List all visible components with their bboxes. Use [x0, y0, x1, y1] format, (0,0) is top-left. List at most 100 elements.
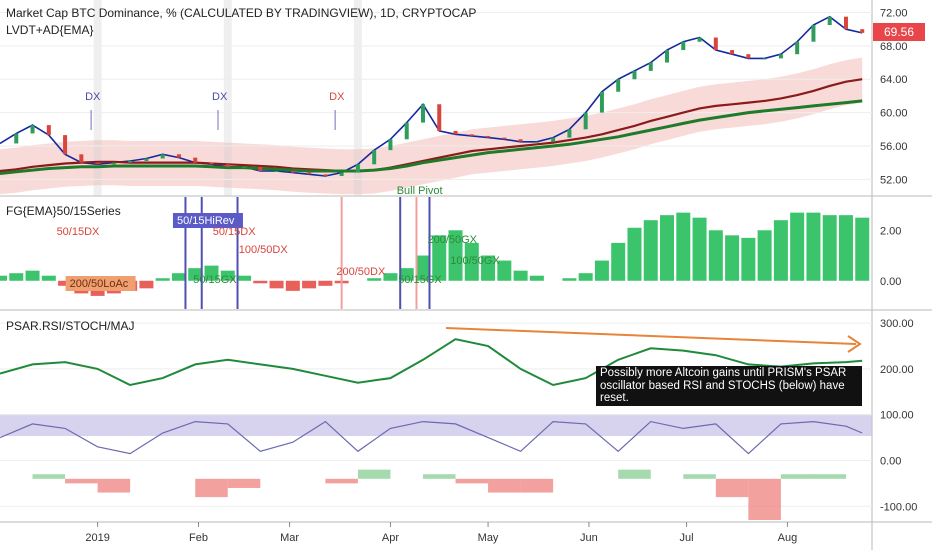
price-series-line-2	[0, 99, 863, 175]
price-candle-36	[583, 112, 588, 130]
psar-osc-area-11	[325, 478, 358, 484]
price-candle-17	[274, 170, 279, 172]
psar-title: PSAR.RSI/STOCH/MAJ	[6, 319, 134, 333]
osc-bar-28	[448, 230, 463, 281]
price-candle-48	[778, 54, 783, 59]
price-candle-45	[730, 50, 735, 55]
price-candle-49	[795, 41, 800, 55]
osc-bar-52	[838, 215, 853, 281]
psar-series	[0, 322, 872, 520]
price-y-tick-5: 52.00	[880, 174, 908, 186]
price-candle-25	[404, 122, 409, 140]
psar-osc-area-7	[195, 478, 228, 498]
bull-pivot-label: Bull Pivot	[397, 185, 443, 197]
price-candle-24	[388, 139, 393, 151]
price-candle-13	[209, 162, 214, 165]
price-candle-5	[79, 154, 84, 163]
price-candle-8	[128, 160, 133, 163]
osc-label-6: 200/50DX	[336, 266, 386, 278]
annotation-wrapper: Possibly more Altcoin gains until PRISM'…	[600, 367, 846, 404]
osc-bar-30	[481, 255, 496, 281]
psar-osc-area-22	[683, 474, 716, 479]
osc-label-1: 200/50LoAc	[70, 278, 129, 290]
price-series-line-1	[0, 78, 863, 173]
price-candle-20	[323, 174, 328, 176]
price-y-axis: 72.00 68.00 64.00 60.00 56.00 52.00	[880, 8, 908, 187]
price-candle-10	[160, 154, 165, 159]
price-candle-42	[681, 41, 686, 51]
oscillator-title: FG{EMA}50/15Series	[6, 204, 121, 218]
osc-bar-10	[155, 278, 170, 281]
osc-bar-33	[529, 275, 544, 281]
price-candle-18	[290, 170, 295, 173]
trend-arrow	[445, 327, 857, 345]
psar-y-axis: 300.00 200.00 100.00 0.00 -100.00	[880, 318, 917, 513]
osc-bar-3	[41, 275, 56, 281]
osc-label-2: 50/15HiRev	[177, 215, 235, 227]
price-candle-19	[307, 172, 312, 175]
dx-label-2: DX	[329, 91, 345, 103]
price-candle-35	[567, 129, 572, 138]
time-label-5: Jun	[580, 532, 598, 544]
osc-bar-0	[0, 275, 7, 281]
oscillator-panel: 50/15DX200/50LoAc50/15HiRev50/15DX50/15G…	[0, 197, 901, 309]
time-label-2: Mar	[280, 532, 299, 544]
dx-label-1: DX	[212, 91, 228, 103]
price-candle-22	[355, 164, 360, 173]
osc-bar-4	[58, 280, 73, 286]
psar-panel: 300.00 200.00 100.00 0.00 -100.00 PSAR.RSI/S…	[0, 318, 917, 520]
price-series-line-0	[0, 15, 863, 177]
osc-bar-32	[513, 270, 528, 281]
price-candle-53	[860, 29, 865, 33]
osc-label-7: 50/15GX	[398, 274, 442, 286]
price-candle-26	[420, 104, 425, 123]
annotation-box	[596, 366, 862, 406]
time-axis: 2019 Feb Mar Apr May Jun Jul Aug	[85, 522, 797, 544]
osc-bar-46	[741, 237, 756, 281]
price-bands	[0, 0, 863, 196]
psar-y-tick-4: -100.00	[880, 501, 917, 513]
price-y-tick-3: 60.00	[880, 108, 908, 120]
time-label-1: Feb	[189, 532, 208, 544]
price-candle-51	[827, 16, 832, 26]
osc-bar-53	[855, 217, 870, 281]
price-candle-30	[486, 135, 491, 138]
osc-bar-19	[302, 280, 317, 289]
price-candle-52	[843, 16, 848, 30]
price-candle-15	[242, 166, 247, 168]
psar-y-tick-2: 100.00	[880, 410, 914, 422]
price-panel: DX DX DX Bull Pivot 72.00 68.00 64.00 60.00 56.…	[0, 0, 925, 197]
psar-osc-area-23	[715, 478, 749, 498]
price-candle-7	[111, 162, 116, 165]
price-band-0	[93, 0, 102, 196]
osc-bar-14	[220, 270, 235, 281]
price-candle-47	[762, 58, 767, 60]
price-candle-27	[437, 104, 442, 131]
price-envelope	[0, 57, 863, 195]
osc-bar-51	[822, 215, 837, 281]
price-candle-4	[63, 135, 68, 155]
last-price-badge	[873, 23, 925, 41]
osc-bar-23	[367, 278, 382, 281]
price-candle-29	[469, 134, 474, 136]
osc-label-8: 100/50GX	[450, 255, 500, 267]
price-candle-43	[697, 37, 702, 42]
psar-osc-area-25	[780, 474, 814, 479]
osc-y-tick-0: 2.00	[880, 225, 901, 237]
psar-y-tick-3: 0.00	[880, 455, 901, 467]
osc-label-3: 50/15DX	[213, 226, 256, 238]
time-label-7: Aug	[778, 532, 798, 544]
price-band-1	[223, 0, 232, 196]
dx-label-0: DX	[85, 91, 101, 103]
osc-bar-1	[9, 273, 24, 281]
osc-bar-24	[383, 273, 398, 281]
osc-label-bg-1	[65, 276, 136, 291]
osc-bar-13	[204, 265, 219, 281]
time-label-3: Apr	[382, 532, 399, 544]
osc-bar-41	[660, 215, 675, 281]
osc-bar-11	[171, 273, 186, 281]
osc-bar-18	[285, 280, 300, 291]
price-candle-44	[713, 37, 718, 51]
price-candle-23	[372, 150, 377, 165]
